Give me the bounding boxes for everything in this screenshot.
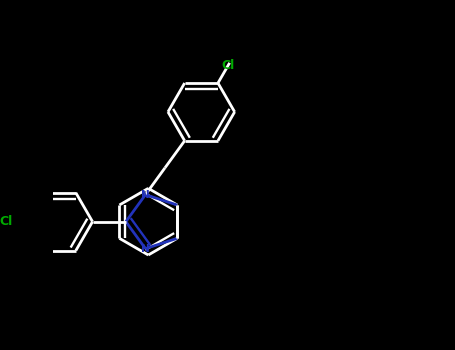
- Text: N: N: [141, 244, 150, 254]
- Text: Cl: Cl: [0, 215, 12, 228]
- Text: Cl: Cl: [221, 59, 235, 72]
- Text: N: N: [141, 190, 150, 200]
